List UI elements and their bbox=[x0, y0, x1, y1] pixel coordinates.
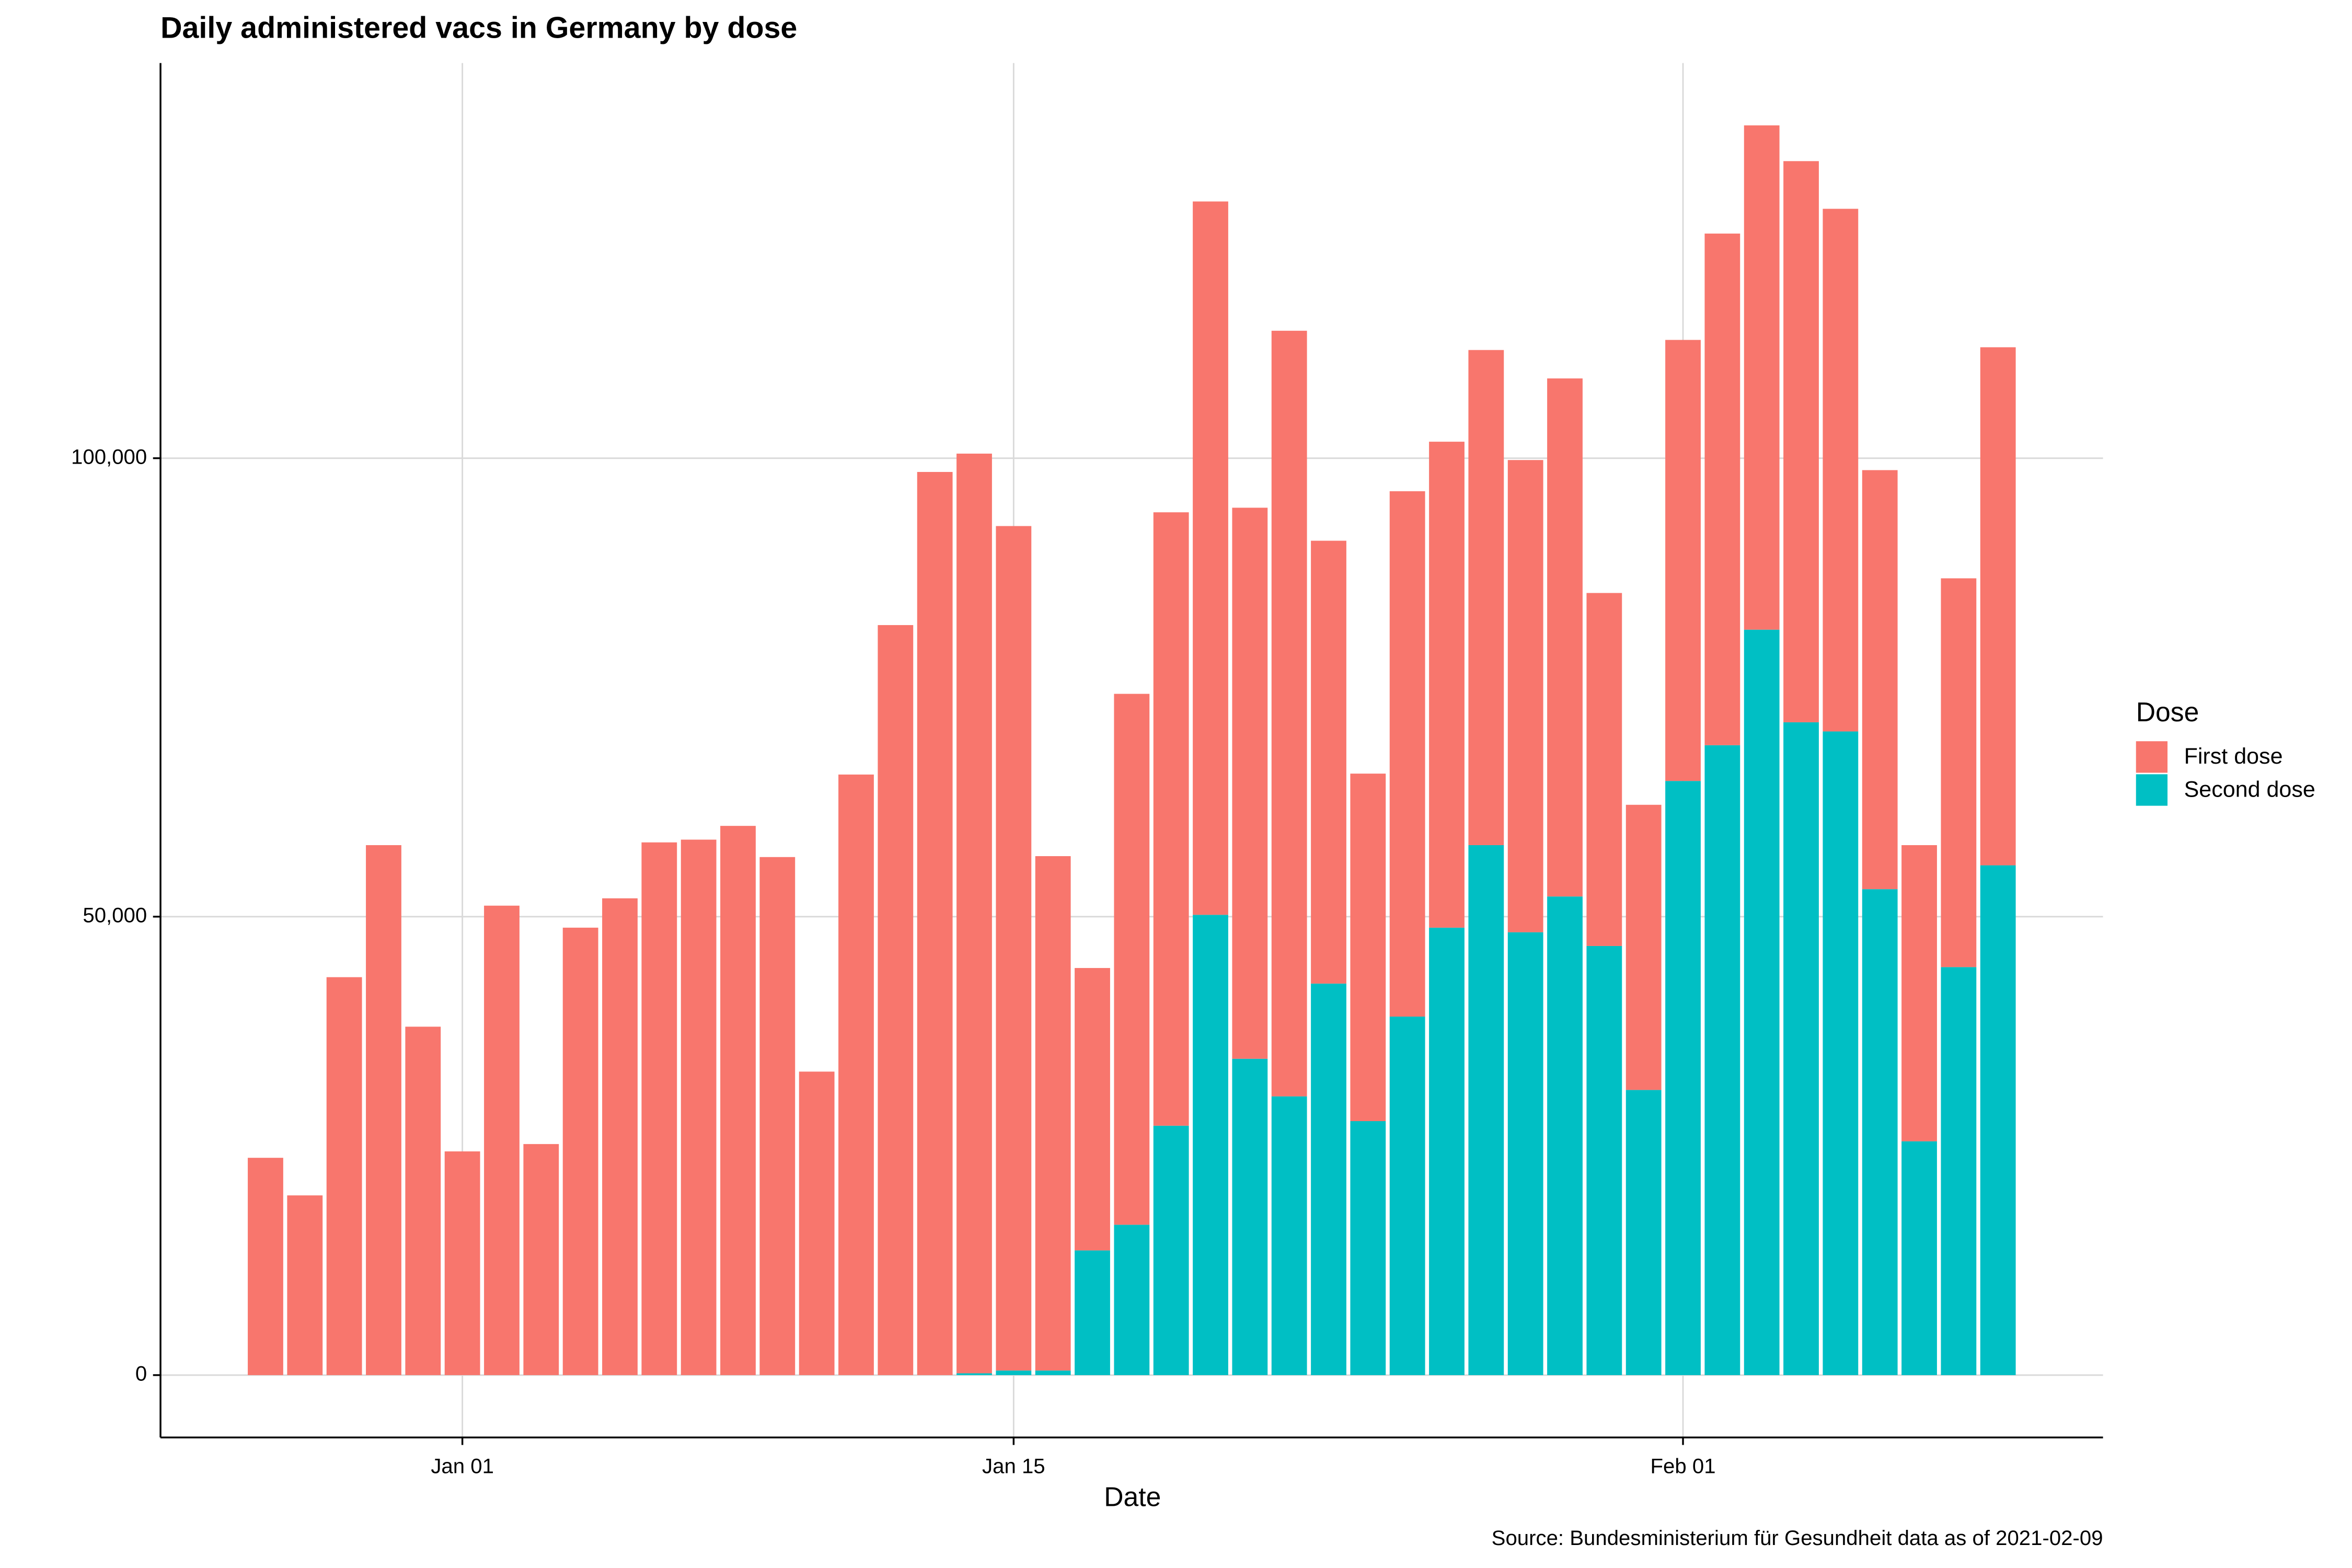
axes: 0 50,000 100,000 Jan 01 Jan 15 Feb 01 bbox=[71, 63, 2103, 1478]
x-tick-label: Feb 01 bbox=[1650, 1454, 1715, 1478]
bar-segment bbox=[720, 826, 756, 1375]
bar-segment bbox=[444, 1151, 480, 1375]
bar-segment bbox=[1193, 201, 1228, 915]
bar-segment bbox=[1586, 593, 1622, 946]
bar-segment bbox=[1665, 781, 1701, 1375]
bar-segment bbox=[1271, 330, 1307, 1097]
bar-segment bbox=[1783, 722, 1819, 1375]
y-tick-label: 50,000 bbox=[83, 903, 147, 927]
legend-label: Second dose bbox=[2184, 777, 2315, 802]
bar-segment bbox=[956, 1373, 992, 1375]
bar-segment bbox=[1114, 1225, 1150, 1375]
bar-segment bbox=[484, 905, 520, 1375]
bar-segment bbox=[1232, 1058, 1268, 1375]
x-tick-label: Jan 15 bbox=[982, 1454, 1045, 1478]
legend-label: First dose bbox=[2184, 744, 2283, 769]
bar-segment bbox=[1271, 1096, 1307, 1375]
bar-segment bbox=[1586, 946, 1622, 1375]
bar-segment bbox=[1311, 983, 1346, 1375]
bar-segment bbox=[366, 845, 401, 1375]
bar-segment bbox=[1507, 932, 1543, 1375]
bar-segment bbox=[1389, 491, 1425, 1017]
bar-segment bbox=[1665, 340, 1701, 781]
bar-segment bbox=[956, 453, 992, 1374]
x-tick-label: Jan 01 bbox=[431, 1454, 494, 1478]
bar-segment bbox=[1075, 1250, 1110, 1375]
bar-segment bbox=[996, 1370, 1032, 1375]
bar-segment bbox=[917, 471, 953, 1375]
bar-segment bbox=[326, 977, 362, 1375]
y-tick-label: 100,000 bbox=[71, 445, 147, 468]
bar-segment bbox=[1468, 845, 1504, 1375]
legend-key bbox=[2136, 741, 2168, 773]
bar-segment bbox=[681, 839, 717, 1375]
bar-segment bbox=[1744, 125, 1780, 630]
bar-segment bbox=[1862, 889, 1898, 1375]
bar-segment bbox=[405, 1027, 441, 1375]
bar-segment bbox=[1507, 460, 1543, 932]
bar-segment bbox=[1035, 856, 1071, 1371]
bar-segment bbox=[1704, 233, 1740, 745]
chart-title: Daily administered vacs in Germany by do… bbox=[160, 11, 797, 45]
bar-segment bbox=[878, 625, 914, 1375]
bar-segment bbox=[1429, 442, 1465, 928]
bar-segment bbox=[1823, 731, 1859, 1375]
bar-segment bbox=[1035, 1370, 1071, 1375]
bar-segment bbox=[287, 1195, 323, 1375]
legend-key bbox=[2136, 774, 2168, 806]
bar-segment bbox=[1193, 915, 1228, 1375]
bar-segment bbox=[1114, 694, 1150, 1225]
bar-segment bbox=[1980, 347, 2016, 866]
bar-segment bbox=[562, 927, 598, 1375]
bar-segment bbox=[1429, 927, 1465, 1375]
bar-segment bbox=[1350, 1121, 1386, 1375]
bar-segment bbox=[838, 774, 874, 1375]
bar-segment bbox=[248, 1158, 283, 1375]
bar-segment bbox=[641, 842, 677, 1375]
y-tick-label: 0 bbox=[135, 1362, 147, 1386]
bar-segment bbox=[1823, 209, 1859, 732]
bar-segment bbox=[1980, 865, 2016, 1375]
bar-segment bbox=[1704, 745, 1740, 1375]
bar-segment bbox=[1468, 350, 1504, 845]
bar-segment bbox=[1232, 508, 1268, 1059]
bar-segment bbox=[1350, 774, 1386, 1122]
bar-segment bbox=[1075, 968, 1110, 1251]
bar-segment bbox=[1153, 1125, 1189, 1375]
bar-segment bbox=[1547, 896, 1583, 1375]
bar-segment bbox=[1901, 1141, 1937, 1375]
x-axis-label: Date bbox=[1104, 1482, 1161, 1512]
bar-segment bbox=[1547, 378, 1583, 897]
bars bbox=[248, 125, 2016, 1375]
bar-segment bbox=[1311, 540, 1346, 984]
bar-segment bbox=[1862, 470, 1898, 890]
bar-segment bbox=[1941, 578, 1977, 967]
caption: Source: Bundesministerium für Gesundheit… bbox=[1492, 1526, 2103, 1550]
bar-segment bbox=[1744, 629, 1780, 1375]
bar-segment bbox=[996, 526, 1032, 1371]
bar-segment bbox=[799, 1071, 835, 1375]
legend-title: Dose bbox=[2136, 697, 2199, 727]
bar-segment bbox=[1153, 512, 1189, 1126]
bar-segment bbox=[1901, 845, 1937, 1142]
bar-segment bbox=[1941, 967, 1977, 1375]
bar-segment bbox=[759, 857, 795, 1375]
bar-segment bbox=[1625, 804, 1662, 1090]
bar-segment bbox=[1389, 1017, 1425, 1375]
bar-segment bbox=[1625, 1090, 1662, 1375]
bar-segment bbox=[1783, 161, 1819, 722]
bar-segment bbox=[602, 898, 638, 1375]
bar-segment bbox=[523, 1144, 559, 1375]
